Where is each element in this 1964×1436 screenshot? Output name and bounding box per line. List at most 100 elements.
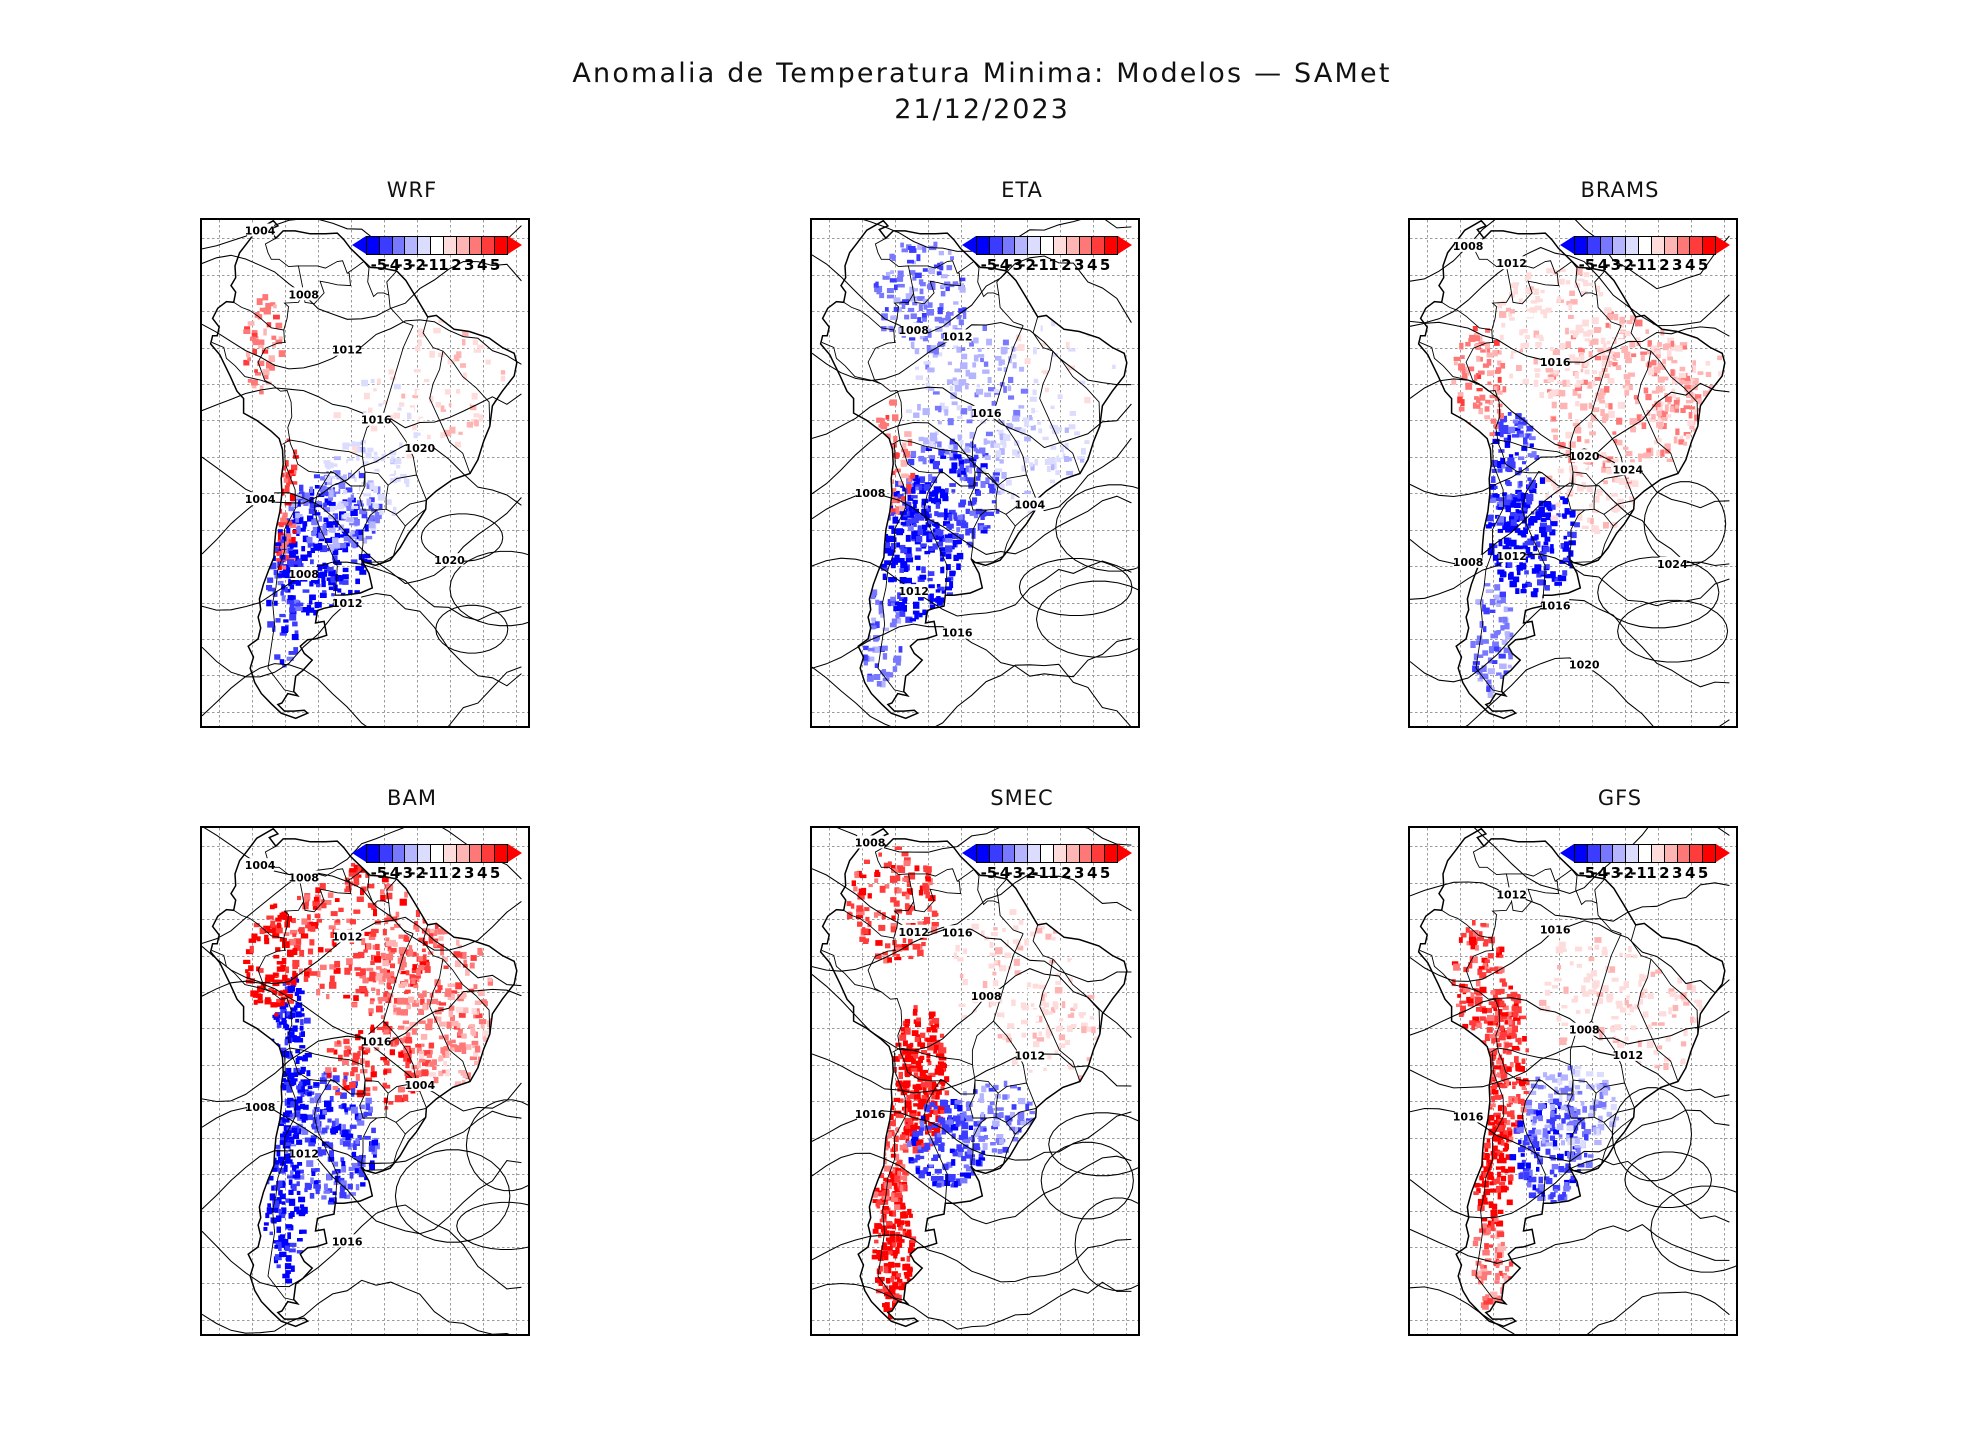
xtick-label-40W: 40W — [1672, 726, 1708, 728]
svg-text:1004: 1004 — [245, 493, 276, 506]
colorbar-tick-slot-7: 2 — [1061, 863, 1079, 883]
colorbar-cell-10 — [1104, 236, 1118, 255]
colorbar-tick-slot-4: -2 — [1019, 255, 1041, 275]
ytick-label-5N: 5N — [1408, 267, 1410, 283]
gridline-lon-35W — [515, 828, 517, 1334]
ytick-label-45S: 45S — [1408, 1239, 1410, 1255]
gridline-lat-5S — [812, 955, 1138, 957]
ytick-label-55S: 55S — [200, 704, 202, 720]
gridline-lon-75W — [251, 828, 253, 1334]
colorbar-tick-slot-10: 5 — [1100, 255, 1118, 275]
xtick-label-75W: 75W — [843, 726, 879, 728]
ytick-label-10N: 10N — [1408, 838, 1410, 854]
colorbar-over-arrow — [1716, 236, 1730, 254]
panel-brams: BRAMS 1008 1012 1016 1020 1024 1008 1012 1016 102… — [1320, 178, 1920, 778]
colorbar-cell-6 — [442, 844, 456, 863]
colorbar-tick-slot-3: -3 — [1604, 255, 1626, 275]
map-canvas-wrf: 1004 1008 1012 1016 1020 1004 1008 1012 1020 -5 -4… — [202, 220, 528, 726]
gridline-lat-30S — [1410, 529, 1736, 531]
colorbar-tick-slot-9: 4 — [477, 863, 495, 883]
map-plot-bam[interactable]: 1004 1008 1012 1016 1004 1008 1012 1016 -5 -4 -3 -2… — [200, 826, 530, 1336]
colorbar-tick--4: -4 — [383, 256, 401, 274]
colorbar-gfs: -5 -4 -3 -2 -1 1 2 3 4 5 — [1560, 844, 1730, 886]
colorbar-tick-slot-2: -4 — [993, 255, 1015, 275]
colorbar-tick-slot-1: -5 — [1579, 255, 1600, 275]
colorbar-cell-8 — [1676, 844, 1690, 863]
colorbar-under-arrow — [352, 844, 366, 862]
ytick-label-10S: 10S — [1408, 984, 1410, 1000]
colorbar-tick--2: -2 — [1617, 256, 1634, 274]
colorbar-tick-slot-3: -3 — [1006, 255, 1028, 275]
colorbar-tick--1: -1 — [1032, 256, 1049, 274]
colorbar-tick-slot-8: 3 — [464, 255, 482, 275]
svg-text:1008: 1008 — [1453, 556, 1484, 569]
colorbar-tick-slot-5: -1 — [1032, 255, 1054, 275]
colorbar-tick-slot-3: -3 — [1006, 863, 1028, 883]
gridline-lat-5S — [1410, 347, 1736, 349]
xtick-label-75W: 75W — [1441, 1334, 1477, 1336]
gridline-lat-5N — [202, 274, 528, 276]
ytick-label-55S: 55S — [200, 1312, 202, 1328]
colorbar-cell-1 — [988, 236, 1002, 255]
colorbar-tick-1: 1 — [1048, 256, 1059, 274]
ytick-label-5N: 5N — [200, 267, 202, 283]
colorbar-tick-slot-9: 4 — [1087, 863, 1105, 883]
gridline-lat-55S — [202, 1319, 528, 1321]
gridline-lat-55S — [812, 1319, 1138, 1321]
map-plot-wrf[interactable]: 1004 1008 1012 1016 1020 1004 1008 1012 1020 -5 -4… — [200, 218, 530, 728]
xtick-label-65W: 65W — [909, 726, 945, 728]
colorbar-tick-slot-6: 1 — [1646, 255, 1664, 275]
colorbar-tick--1: -1 — [1032, 864, 1049, 882]
colorbar-tick--2: -2 — [1617, 864, 1634, 882]
colorbar-tick--4: -4 — [993, 864, 1011, 882]
gridline-lat-50S — [202, 675, 528, 677]
xtick-label-80W: 80W — [810, 726, 846, 728]
colorbar-tick-3: 3 — [464, 256, 475, 274]
gridline-lat-10S — [1410, 991, 1736, 993]
colorbar-strip — [976, 844, 1118, 863]
colorbar-tick-5: 5 — [1697, 256, 1709, 274]
svg-text:1016: 1016 — [971, 407, 1002, 420]
xtick-label-60W: 60W — [942, 726, 978, 728]
colorbar-tick--3: -3 — [1006, 256, 1024, 274]
colorbar-tick-5: 5 — [489, 864, 501, 882]
colorbar-tick-4: 4 — [1684, 256, 1696, 274]
svg-text:1012: 1012 — [288, 1147, 319, 1160]
map-plot-smec[interactable]: 100810121016100810121016-5-4-3-2-1123451… — [810, 826, 1140, 1336]
ytick-label-50S: 50S — [200, 667, 202, 683]
colorbar-cell-3 — [404, 236, 418, 255]
figure-title: Anomalia de Temperatura Minima: Modelos … — [0, 56, 1964, 128]
svg-text:1012: 1012 — [1496, 550, 1527, 563]
colorbar-tick-3: 3 — [1672, 256, 1683, 274]
colorbar-tick--3: -3 — [396, 256, 414, 274]
colorbar-tick-slot-4: -2 — [409, 255, 431, 275]
panel-title-gfs: GFS — [1597, 786, 1643, 810]
panel-bam: BAM 1004 1008 1012 1016 1004 1008 1012 1016 -5 -4-… — [112, 786, 712, 1386]
ytick-label-55S: 55S — [810, 704, 812, 720]
colorbar-tick--5: -5 — [1578, 864, 1596, 882]
ytick-label-15S: 15S — [200, 412, 202, 428]
colorbar-tick-4: 4 — [1086, 864, 1098, 882]
colorbar-tick-labels: -5 -4 -3 -2 -1 1 2 3 4 5 — [1574, 863, 1716, 883]
svg-text:1020: 1020 — [404, 442, 435, 455]
colorbar-tick--2: -2 — [1019, 256, 1036, 274]
colorbar-tick-slot-3: -3 — [396, 863, 418, 883]
colorbar-cell-6 — [1052, 844, 1066, 863]
xtick-label-70W: 70W — [266, 1334, 302, 1336]
xtick-label-65W: 65W — [1507, 1334, 1543, 1336]
map-plot-brams[interactable]: 1008 1012 1016 1020 1024 1008 1012 1016 1020 1024… — [1408, 218, 1738, 728]
gridline-lat-5N — [812, 882, 1138, 884]
colorbar-tick-1: 1 — [1646, 864, 1657, 882]
svg-text:1024: 1024 — [1612, 463, 1643, 476]
colorbar-cell-5 — [1040, 844, 1053, 863]
ytick-label-50S: 50S — [200, 1275, 202, 1291]
gridline-lon-40W — [1092, 828, 1094, 1334]
ytick-label-10S: 10S — [810, 984, 812, 1000]
ytick-label-5S: 5S — [200, 948, 202, 964]
colorbar-tick-4: 4 — [1086, 256, 1098, 274]
map-plot-eta[interactable]: 1008 1012 1016 1004 1008 1012 1016 -5 -4 -3 -2 -1 1 2… — [810, 218, 1140, 728]
colorbar-cell-5 — [430, 236, 443, 255]
gridline-lat-45S — [812, 1246, 1138, 1248]
colorbar-tick--1: -1 — [422, 256, 439, 274]
